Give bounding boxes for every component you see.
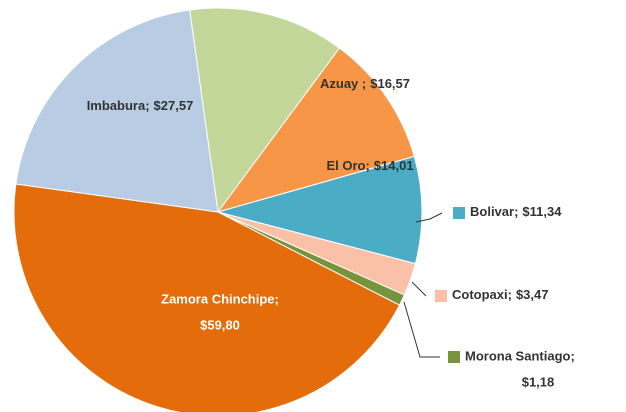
slice-label-name: Azuay ; [320, 76, 366, 91]
slice-label: Imbabura; $27,57 [87, 98, 194, 113]
pie-slice [216, 155, 423, 265]
legend-swatch [453, 207, 465, 219]
slice-label-value: $3,47 [516, 287, 549, 302]
pie-slice [189, 7, 341, 214]
legend-swatch [448, 351, 460, 363]
pie-slice [15, 9, 219, 213]
slice-label-name: Cotopaxi; [452, 287, 512, 302]
slice-label: Bolivar; $11,34 [470, 204, 562, 219]
slice-label-name: El Oro; [326, 158, 369, 173]
slice-label-name: Bolivar; [470, 204, 518, 219]
pie-slice [13, 183, 401, 412]
slice-label: El Oro; $14,01 [326, 158, 413, 173]
slice-label-value: $27,57 [154, 98, 194, 113]
slice-label-name: Zamora Chinchipe; [161, 291, 279, 306]
slice-label-value: $14,01 [374, 158, 414, 173]
leader-line [411, 281, 427, 297]
leader-line [403, 301, 440, 358]
pie-slice [216, 47, 415, 213]
legend-swatch [435, 290, 447, 302]
leader-line [415, 212, 443, 223]
slice-label: Azuay ; $16,57 [320, 76, 410, 91]
slice-label-value: $59,80 [200, 317, 240, 332]
slice-label: Cotopaxi; $3,47 [452, 287, 549, 302]
slice-label-value: $16,57 [370, 76, 410, 91]
labels: Azuay ; $16,57 El Oro; $14,01 Bolivar; $11,34… [87, 76, 575, 389]
slice-label-value: $1,18 [522, 374, 555, 389]
slice-label-value: $11,34 [522, 204, 562, 219]
slice-label-name: Morona Santiago; [465, 348, 575, 363]
pie [13, 7, 423, 412]
slice-label-name: Imbabura; [87, 98, 150, 113]
